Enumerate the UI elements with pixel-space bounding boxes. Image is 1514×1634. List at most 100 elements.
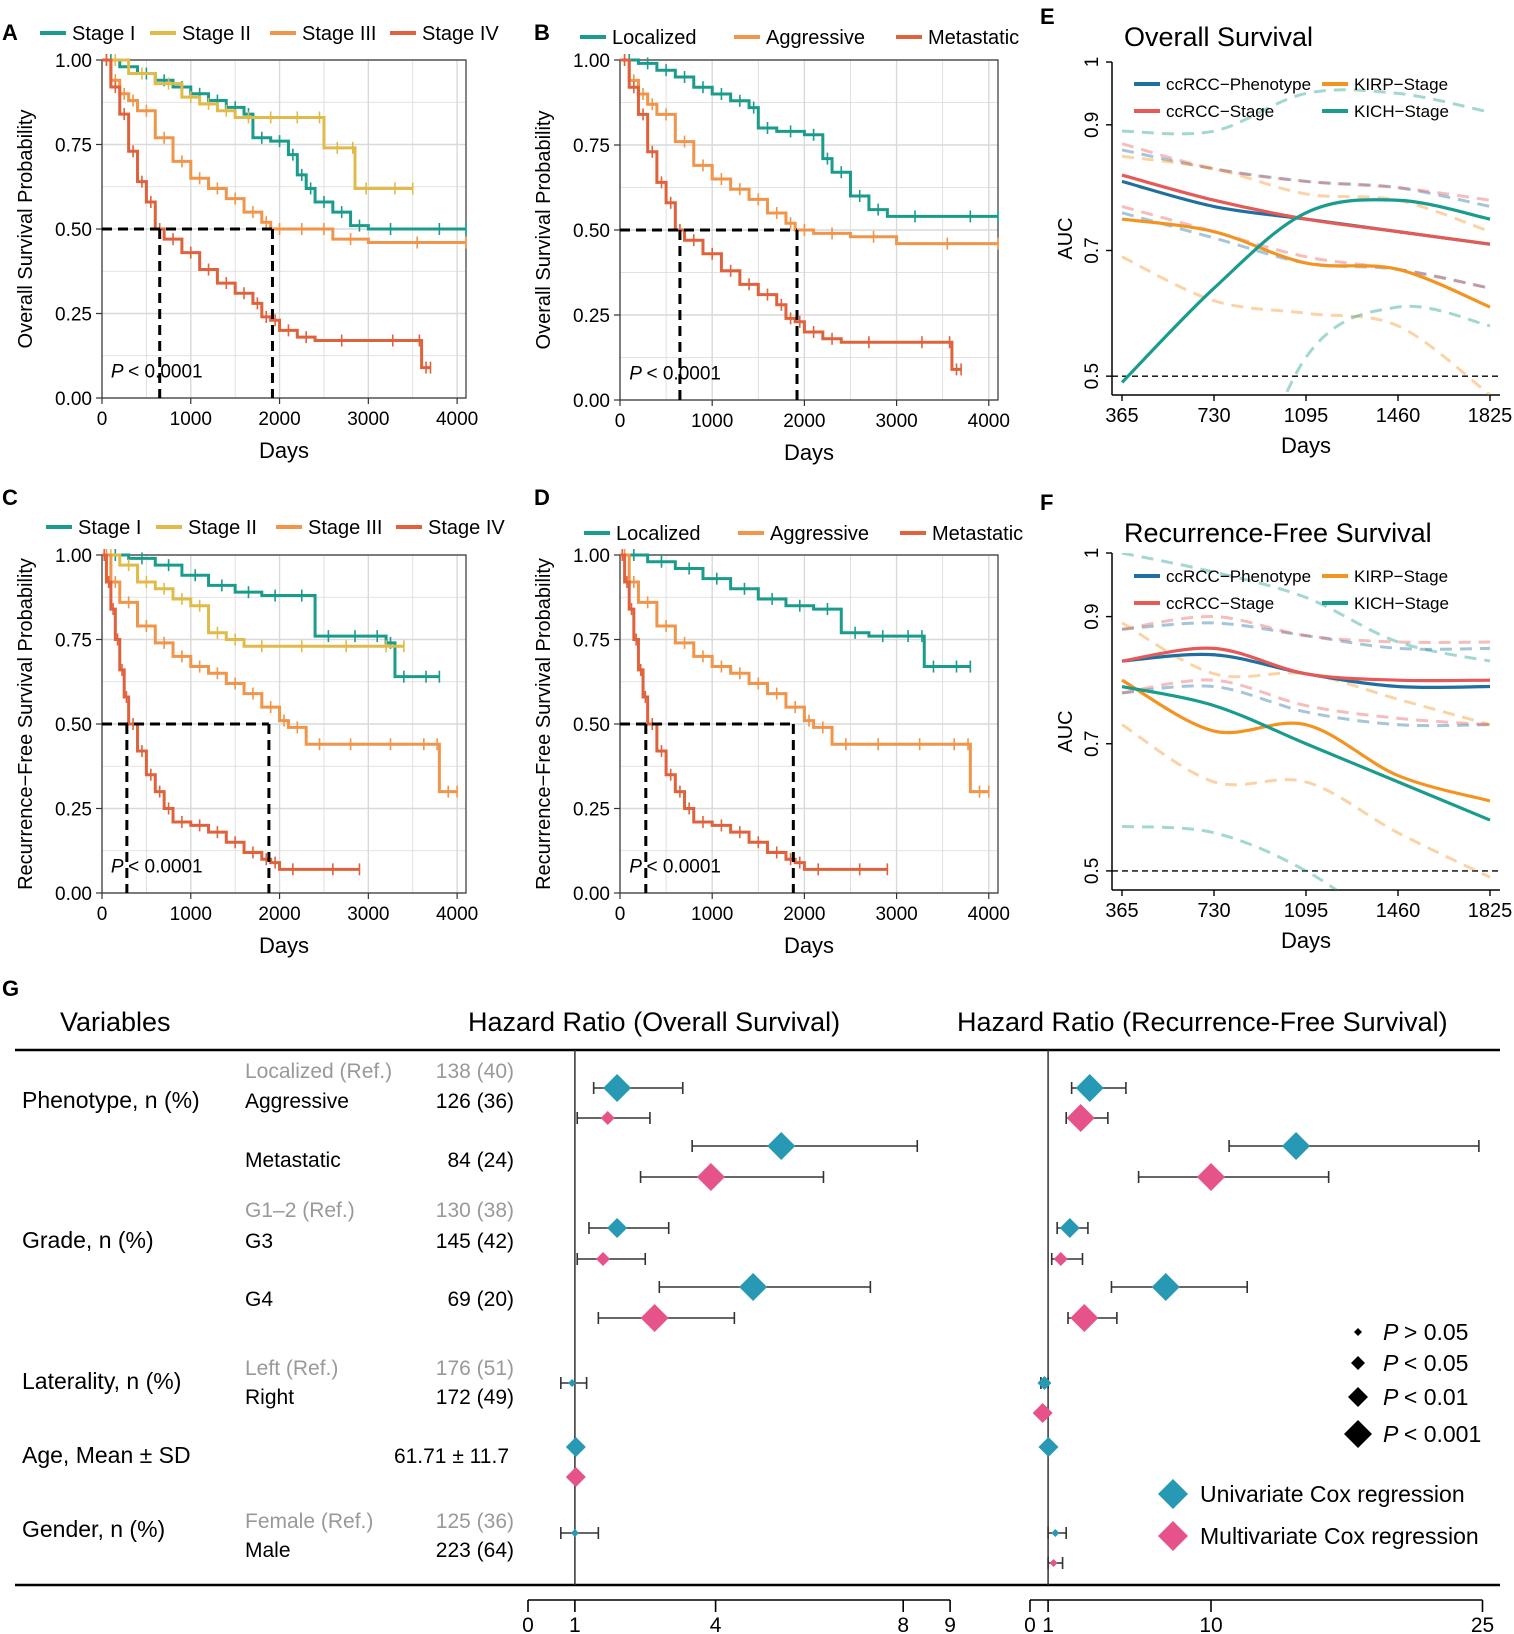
legend-size-marker <box>1348 1387 1368 1407</box>
legend-label: Stage I <box>78 517 141 539</box>
legend-model-marker <box>1158 1479 1188 1509</box>
row-count: 125 (36) <box>436 1510 514 1533</box>
legend-label: Metastatic <box>932 523 1023 545</box>
ci-upper <box>1121 154 1491 234</box>
x-axis-title: Days <box>259 933 309 958</box>
x-tick-label: 2000 <box>258 904 300 925</box>
hr-point-rfs <box>1197 1163 1225 1191</box>
y-tick-label: 1 <box>1082 57 1103 68</box>
ci-upper <box>1121 148 1491 208</box>
ci-upper <box>1121 88 1491 136</box>
legend-label: KIRP−Stage <box>1354 75 1448 94</box>
ci-upper <box>1121 621 1491 651</box>
legend-label: ccRCC−Phenotype <box>1166 75 1311 94</box>
km-curve-stage-ii <box>102 553 404 648</box>
x-tick-label: 365 <box>1105 900 1138 922</box>
y-tick-label: 0.00 <box>573 391 610 412</box>
hr-point-rfs <box>1066 1104 1095 1132</box>
row-count: 61.71 ± 11.7 <box>394 1445 509 1468</box>
row-count: 172 (49) <box>436 1386 514 1409</box>
panel-title: Recurrence-Free Survival <box>1124 518 1432 548</box>
legend-label: Stage IV <box>428 517 505 539</box>
x-tick-label: 1825 <box>1468 405 1513 427</box>
legend-label: Metastatic <box>928 27 1019 49</box>
y-tick-label: 0.50 <box>55 220 92 241</box>
km-curve-stage-i <box>102 553 440 679</box>
x-tick-label: 2000 <box>783 411 825 432</box>
auc-curve <box>1121 217 1491 309</box>
km-curve-stage-iv <box>102 553 360 871</box>
legend-size-marker <box>1354 1328 1362 1336</box>
y-tick-label: 0.75 <box>55 631 92 652</box>
row-count: 69 (20) <box>447 1288 514 1311</box>
hr-point-rfs <box>1032 1403 1053 1423</box>
x-tick-label: 1460 <box>1376 405 1421 427</box>
x-tick-label: 1000 <box>170 409 212 430</box>
y-tick-label: 0.75 <box>573 631 610 652</box>
km-curve-localized <box>620 58 998 218</box>
auc-curve <box>1121 173 1491 246</box>
panel-label: G <box>2 976 19 1001</box>
p-value-label: P < 0.0001 <box>629 364 721 385</box>
panel-title: Overall Survival <box>1124 22 1313 52</box>
hr-point-rfs <box>1037 1376 1052 1390</box>
legend-label: ccRCC−Phenotype <box>1166 567 1311 586</box>
y-tick-label: 1 <box>1082 548 1103 559</box>
legend-label: Stage II <box>188 517 257 539</box>
row-level-label: Aggressive <box>245 1090 349 1113</box>
hr-point-os <box>565 1467 586 1487</box>
panel-label: A <box>2 20 18 45</box>
x-tick-label: 1095 <box>1284 900 1329 922</box>
legend-label: ccRCC−Stage <box>1166 594 1274 613</box>
forest-panel-G: G Variables Hazard Ratio (Overall Survival… <box>2 976 1500 1634</box>
x-tick-label: 3000 <box>875 904 917 925</box>
y-tick-label: 0.00 <box>55 389 92 410</box>
auc-curve <box>1121 652 1491 690</box>
x-tick-label: 1095 <box>1284 405 1329 427</box>
hr-point-rfs <box>1049 1559 1058 1567</box>
hr-point-os <box>565 1437 586 1457</box>
y-tick-label: 0.25 <box>55 800 92 821</box>
auc-curves <box>1121 553 1491 890</box>
x-tick-label: 0 <box>97 904 108 925</box>
legend-label: Stage III <box>302 23 377 45</box>
y-tick-label: 0.9 <box>1082 112 1103 138</box>
hr-point-rfs <box>1059 1218 1080 1238</box>
x-tick-label: 1825 <box>1468 900 1513 922</box>
ci-lower <box>1121 678 1491 727</box>
hr-point-os <box>739 1273 768 1301</box>
y-axis-title: AUC <box>1055 710 1077 752</box>
km-curve-localized <box>620 553 971 669</box>
x-axis-title: Days <box>784 933 834 958</box>
ci-lower <box>1121 723 1491 879</box>
panel-label: F <box>1040 490 1053 515</box>
hr-point-os <box>603 1074 632 1102</box>
legend-model-label: Univariate Cox regression <box>1200 1481 1465 1507</box>
x-tick-label: 4000 <box>968 904 1010 925</box>
x-tick-label: 0 <box>97 409 108 430</box>
x-tick-label: 730 <box>1197 405 1230 427</box>
legend-size-marker <box>1351 1356 1365 1370</box>
p-value-label: P < 0.0001 <box>111 857 203 878</box>
ci-upper <box>1121 621 1491 727</box>
y-tick-label: 0.25 <box>55 305 92 326</box>
y-tick-label: 0.7 <box>1082 237 1103 263</box>
legend-label: Aggressive <box>766 27 865 49</box>
legend-label: KICH−Stage <box>1354 102 1449 121</box>
y-axis-title: Overall Survival Probability <box>15 110 37 349</box>
row-level-label: Left (Ref.) <box>245 1357 338 1380</box>
km-curve-stage-iii <box>102 58 466 245</box>
row-count: 145 (42) <box>436 1230 514 1253</box>
os-x-tick-label: 0 <box>522 1614 534 1634</box>
hr-point-rfs <box>1282 1132 1311 1160</box>
legend-size-marker <box>1344 1420 1372 1448</box>
legend-label: Localized <box>612 27 697 49</box>
rfs-x-tick-label: 25 <box>1471 1614 1494 1634</box>
row-level-label: G3 <box>245 1230 273 1253</box>
p-value-label: P < 0.0001 <box>111 362 203 383</box>
rfs-x-tick-label: 1 <box>1042 1614 1054 1634</box>
km-panel-C: C Stage I Stage II Stage III Stage IV 0 1000 20… <box>2 485 505 958</box>
hr-point-rfs <box>1075 1074 1104 1102</box>
ci-lower <box>1121 205 1491 290</box>
legend-label: Stage II <box>182 23 251 45</box>
